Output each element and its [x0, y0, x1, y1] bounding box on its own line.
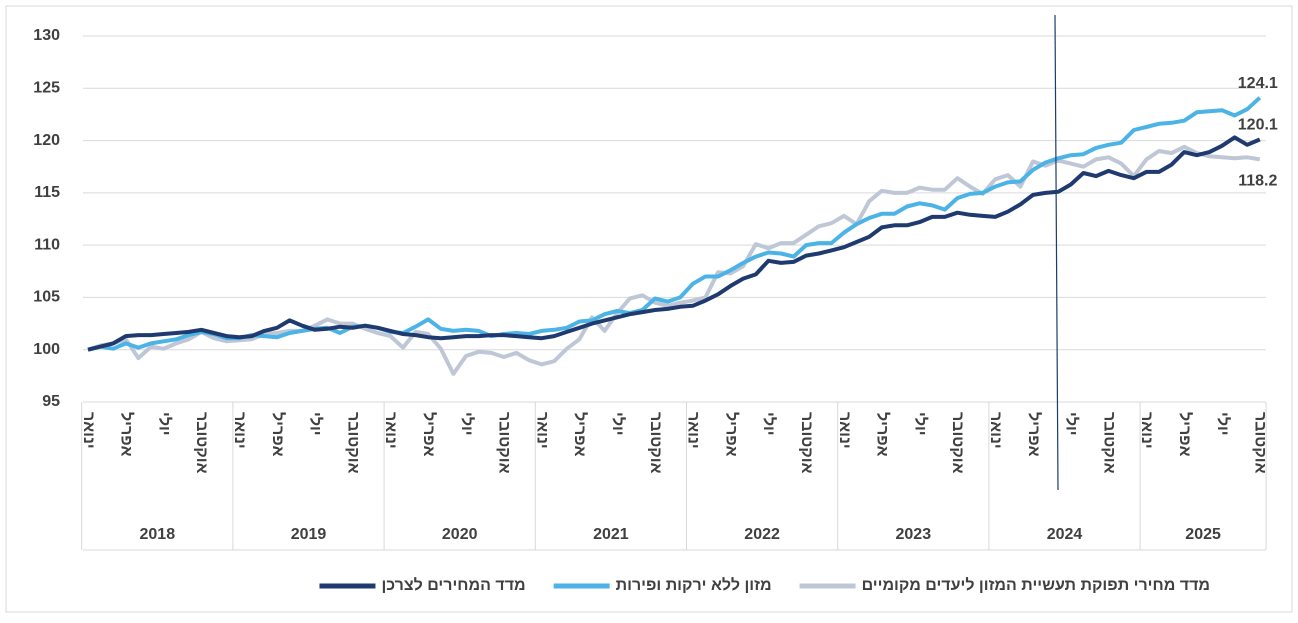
x-tick-label: אפריל	[269, 412, 287, 457]
year-label: 2020	[442, 526, 478, 543]
y-tick-label: 100	[33, 341, 60, 358]
year-label: 2024	[1047, 526, 1083, 543]
y-tick-label: 95	[42, 393, 60, 410]
x-tick-label: אוקטובר	[1100, 412, 1117, 474]
x-tick-label: ינואר	[80, 412, 97, 449]
year-label: 2019	[291, 526, 327, 543]
series-line	[87, 96, 1262, 352]
x-tick-label: אוקטובר	[344, 412, 361, 474]
x-tick-label: אוקטובר	[193, 412, 210, 474]
x-tick-label: אפריל	[571, 412, 589, 457]
x-tick-label: אוקטובר	[798, 412, 815, 474]
x-tick-label: יולי	[155, 412, 173, 436]
x-tick-label: ינואר	[836, 412, 853, 449]
x-tick-label: אפריל	[420, 412, 438, 457]
x-tick-label: ינואר	[231, 412, 248, 449]
x-tick-label: ינואר	[685, 412, 702, 449]
legend-label: מדד מחירי תפוקת תעשיית המזון ליעדים מקומ…	[862, 576, 1210, 594]
y-tick-label: 115	[34, 184, 60, 201]
x-tick-label: אוקטובר	[1252, 412, 1269, 474]
x-tick-label: יולי	[307, 412, 325, 436]
x-tick-label: אפריל	[118, 412, 136, 457]
x-tick-label: ינואר	[533, 412, 550, 449]
x-tick-label: אפריל	[874, 412, 892, 457]
y-tick-label: 110	[34, 236, 60, 253]
year-label: 2018	[140, 526, 176, 543]
x-tick-label: ינואר	[1138, 412, 1155, 449]
y-tick-label: 105	[33, 289, 60, 306]
x-tick-label: אפריל	[722, 412, 740, 457]
x-tick-label: אוקטובר	[496, 412, 513, 474]
year-label: 2021	[593, 526, 629, 543]
series-line	[87, 144, 1261, 376]
x-tick-label: אוקטובר	[647, 412, 664, 474]
x-tick-label: ינואר	[382, 412, 399, 449]
x-tick-label: יולי	[609, 412, 627, 436]
year-label: 2023	[896, 526, 932, 543]
marker-line	[1054, 14, 1059, 491]
x-tick-label: ינואר	[987, 412, 1004, 449]
end-label: 124.1	[1238, 75, 1278, 92]
x-tick-label: יולי	[911, 412, 929, 436]
x-tick-label: יולי	[760, 412, 778, 436]
end-label: 120.1	[1238, 117, 1278, 134]
legend-label: מדד המחירים לצרכן	[381, 576, 525, 594]
legend-label: מזון ללא ירקות ופירות	[616, 576, 772, 594]
x-tick-label: יולי	[458, 412, 476, 436]
series-line	[87, 135, 1261, 352]
year-label: 2025	[1185, 526, 1221, 543]
x-tick-label: אפריל	[1025, 412, 1043, 457]
y-tick-label: 125	[33, 80, 60, 97]
x-tick-label: אוקטובר	[949, 412, 966, 474]
end-label: 118.2	[1238, 173, 1277, 190]
x-tick-label: אפריל	[1176, 412, 1194, 457]
x-tick-label: יולי	[1214, 412, 1232, 436]
year-label: 2022	[744, 526, 780, 543]
y-tick-label: 130	[33, 27, 60, 44]
x-tick-label: יולי	[1063, 412, 1081, 436]
y-tick-label: 120	[33, 132, 60, 149]
